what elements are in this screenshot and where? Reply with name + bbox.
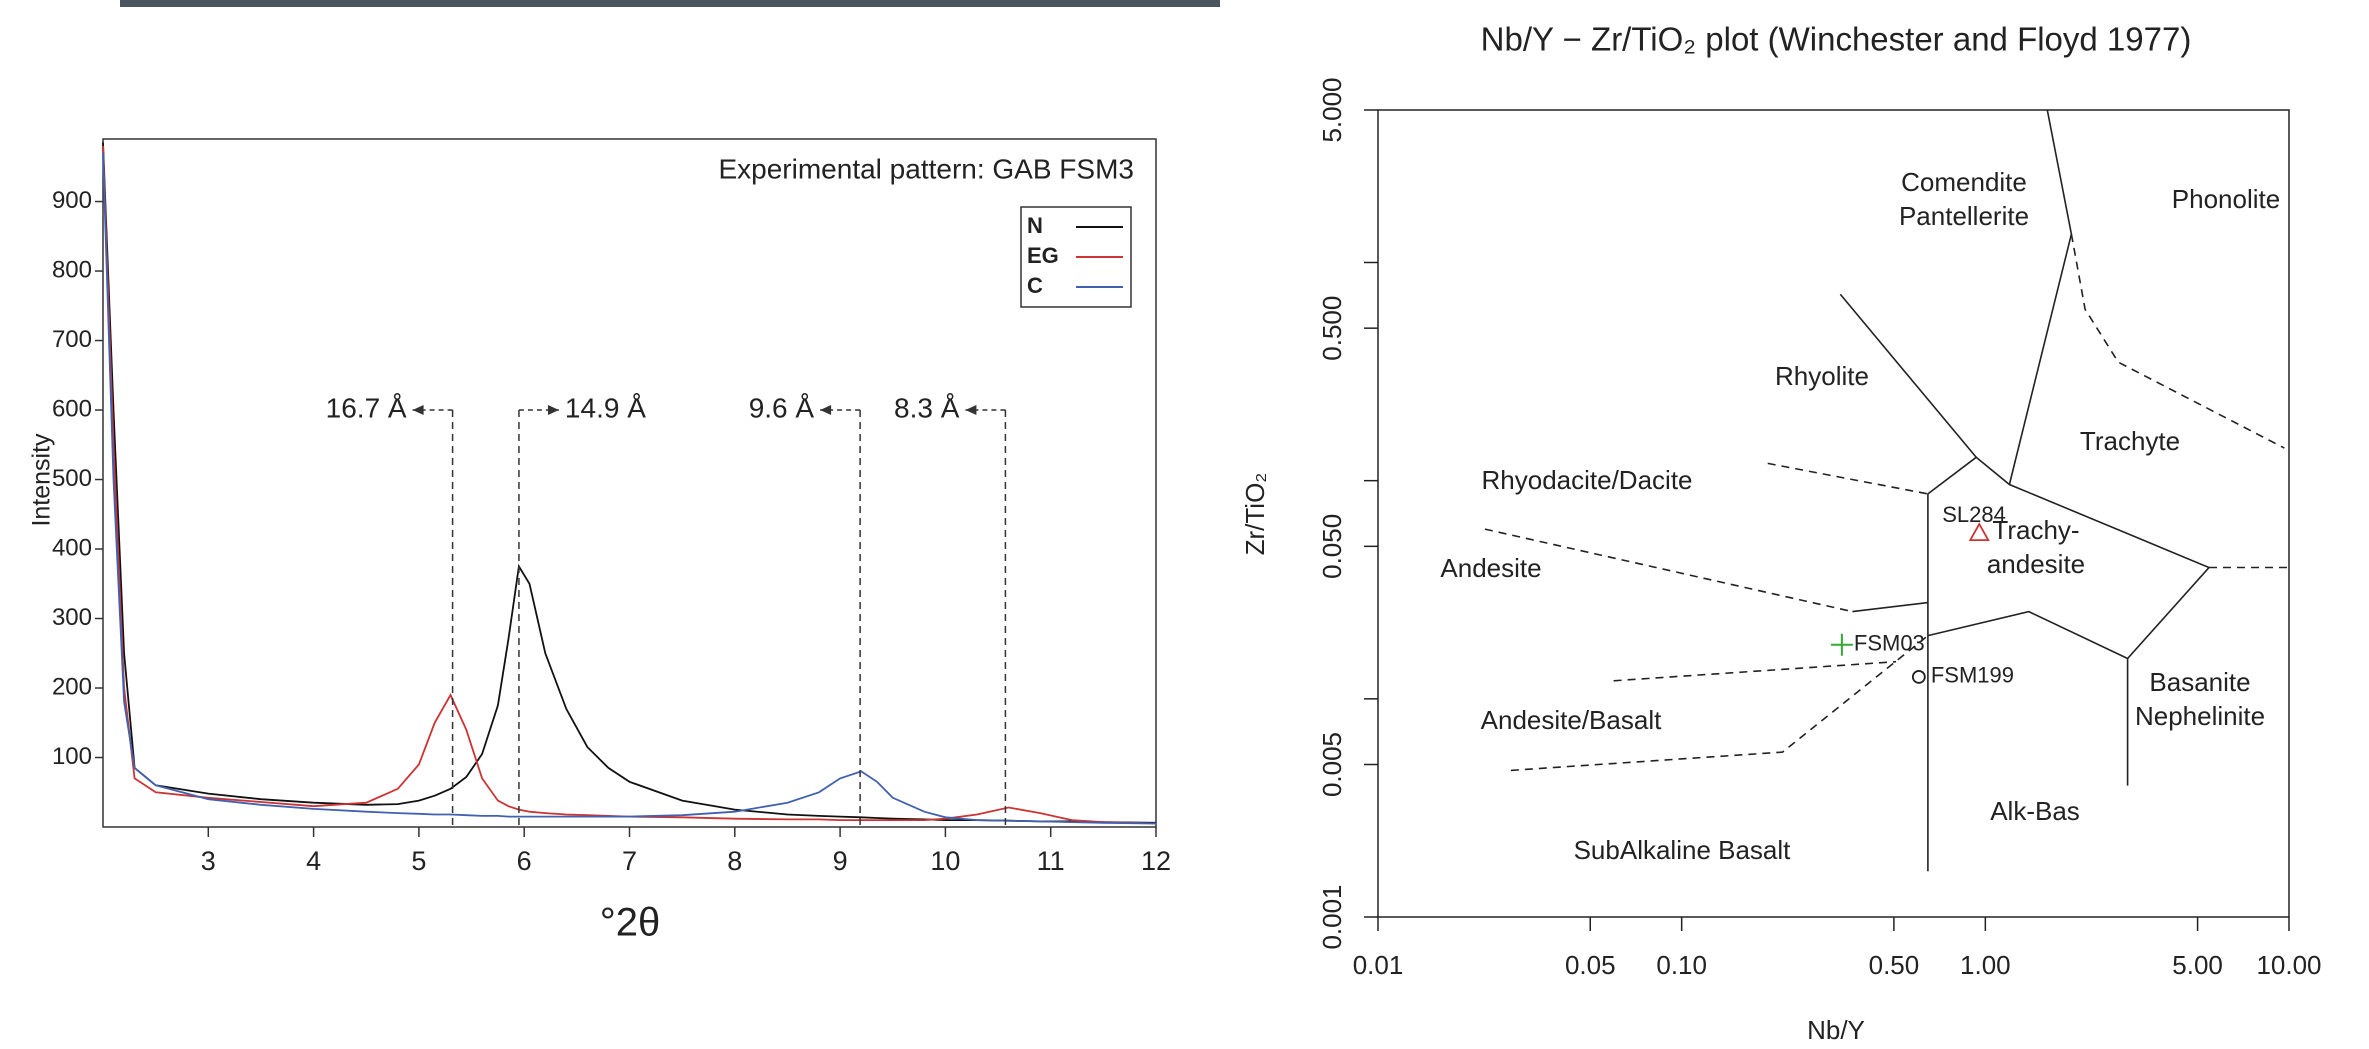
y-tick-label: 5.000 <box>1317 77 1347 142</box>
point <box>1968 522 1990 541</box>
y-axis-label: Intensity <box>28 433 56 527</box>
arrow-head <box>412 405 424 416</box>
x-tick-label: 8 <box>727 846 742 876</box>
annotation-label: 9.6 Å <box>749 392 815 423</box>
x-tick-label: 10 <box>930 846 960 876</box>
x-tick-label: 12 <box>1141 846 1171 876</box>
field-boundary <box>1927 456 2211 872</box>
x-tick-label: 5 <box>411 846 426 876</box>
x-tick-label: 0.05 <box>1565 950 1616 980</box>
x-axis-label: Nb/Y <box>1807 1015 1865 1045</box>
chart-title: Nb/Y − Zr/TiO₂ plot (Winchester and Floy… <box>1481 21 2192 58</box>
field-label: Trachyte <box>2080 426 2180 456</box>
field-boundary <box>1613 660 1897 682</box>
x-tick-label: 6 <box>517 846 532 876</box>
x-tick-label: 9 <box>833 846 848 876</box>
legend-label: N <box>1027 213 1043 238</box>
x-tick-label: 3 <box>201 846 216 876</box>
field-boundary <box>1839 293 1977 458</box>
arrow-head <box>820 405 832 416</box>
field-label: Trachy- <box>1992 515 2079 545</box>
y-tick-label: 300 <box>52 604 92 631</box>
field-boundary <box>1510 634 1929 772</box>
field-boundary <box>1852 601 1928 613</box>
x-tick-label: 10.00 <box>2256 950 2321 980</box>
field-label: Basanite <box>2149 667 2250 697</box>
x-tick-label: 0.50 <box>1869 950 1920 980</box>
cropped-image-strip <box>120 0 1220 7</box>
y-tick-label: 400 <box>52 534 92 561</box>
chart-subtitle: Experimental pattern: GAB FSM3 <box>718 153 1134 184</box>
y-tick-label: 0.050 <box>1317 514 1347 579</box>
plot-area <box>1377 109 2290 918</box>
x-tick-label: 7 <box>622 846 637 876</box>
y-tick-label: 500 <box>52 465 92 492</box>
y-tick-label: 800 <box>52 256 92 283</box>
series-line <box>102 145 1157 825</box>
x-tick-label: 4 <box>306 846 321 876</box>
legend-label: C <box>1027 273 1043 298</box>
field-label: Pantellerite <box>1899 201 2029 231</box>
x-tick-label: 1.00 <box>1960 950 2011 980</box>
y-axis-label: Zr/TiO₂ <box>1240 473 1270 556</box>
field-label: Rhyolite <box>1775 361 1869 391</box>
field-label: Comendite <box>1901 167 2027 197</box>
field-label: SubAlkaline Basalt <box>1574 835 1792 865</box>
field-label: Phonolite <box>2172 184 2280 214</box>
field-label: Andesite/Basalt <box>1481 705 1662 735</box>
x-tick-label: 5.00 <box>2172 950 2223 980</box>
y-tick-label: 600 <box>52 395 92 422</box>
y-tick-label: 0.001 <box>1317 884 1347 949</box>
y-tick-label: 0.500 <box>1317 296 1347 361</box>
y-tick-label: 0.005 <box>1317 732 1347 797</box>
y-tick-label: 900 <box>52 187 92 214</box>
field-label: Alk-Bas <box>1990 796 2080 826</box>
point-label: FSM03 <box>1854 631 1925 656</box>
field-label: Rhyodacite/Dacite <box>1482 465 1693 495</box>
arrow-head <box>965 405 977 416</box>
x-axis-label: °2θ <box>600 901 661 945</box>
x-tick-label: 11 <box>1037 846 1065 876</box>
series-line <box>102 152 1157 825</box>
x-tick-label: 0.10 <box>1656 950 1707 980</box>
legend-label: EG <box>1027 243 1059 268</box>
field-label: Nephelinite <box>2135 701 2265 731</box>
field-label: andesite <box>1987 549 2085 579</box>
field-label: Andesite <box>1440 553 1541 583</box>
plot-area <box>102 138 1157 828</box>
y-tick-label: 700 <box>52 326 92 353</box>
annotation-label: 16.7 Å <box>326 392 407 423</box>
annotation-label: 14.9 Å <box>565 392 646 423</box>
point <box>1911 670 1926 684</box>
point <box>1830 633 1853 656</box>
x-tick-label: 0.01 <box>1353 950 1404 980</box>
field-boundary <box>1484 528 1853 613</box>
annotation-label: 8.3 Å <box>894 392 960 423</box>
point-label: FSM199 <box>1931 663 2014 688</box>
arrow-head <box>547 405 559 416</box>
y-tick-label: 100 <box>52 743 92 770</box>
point-label: SL284 <box>1942 502 2006 527</box>
y-tick-label: 200 <box>52 673 92 700</box>
